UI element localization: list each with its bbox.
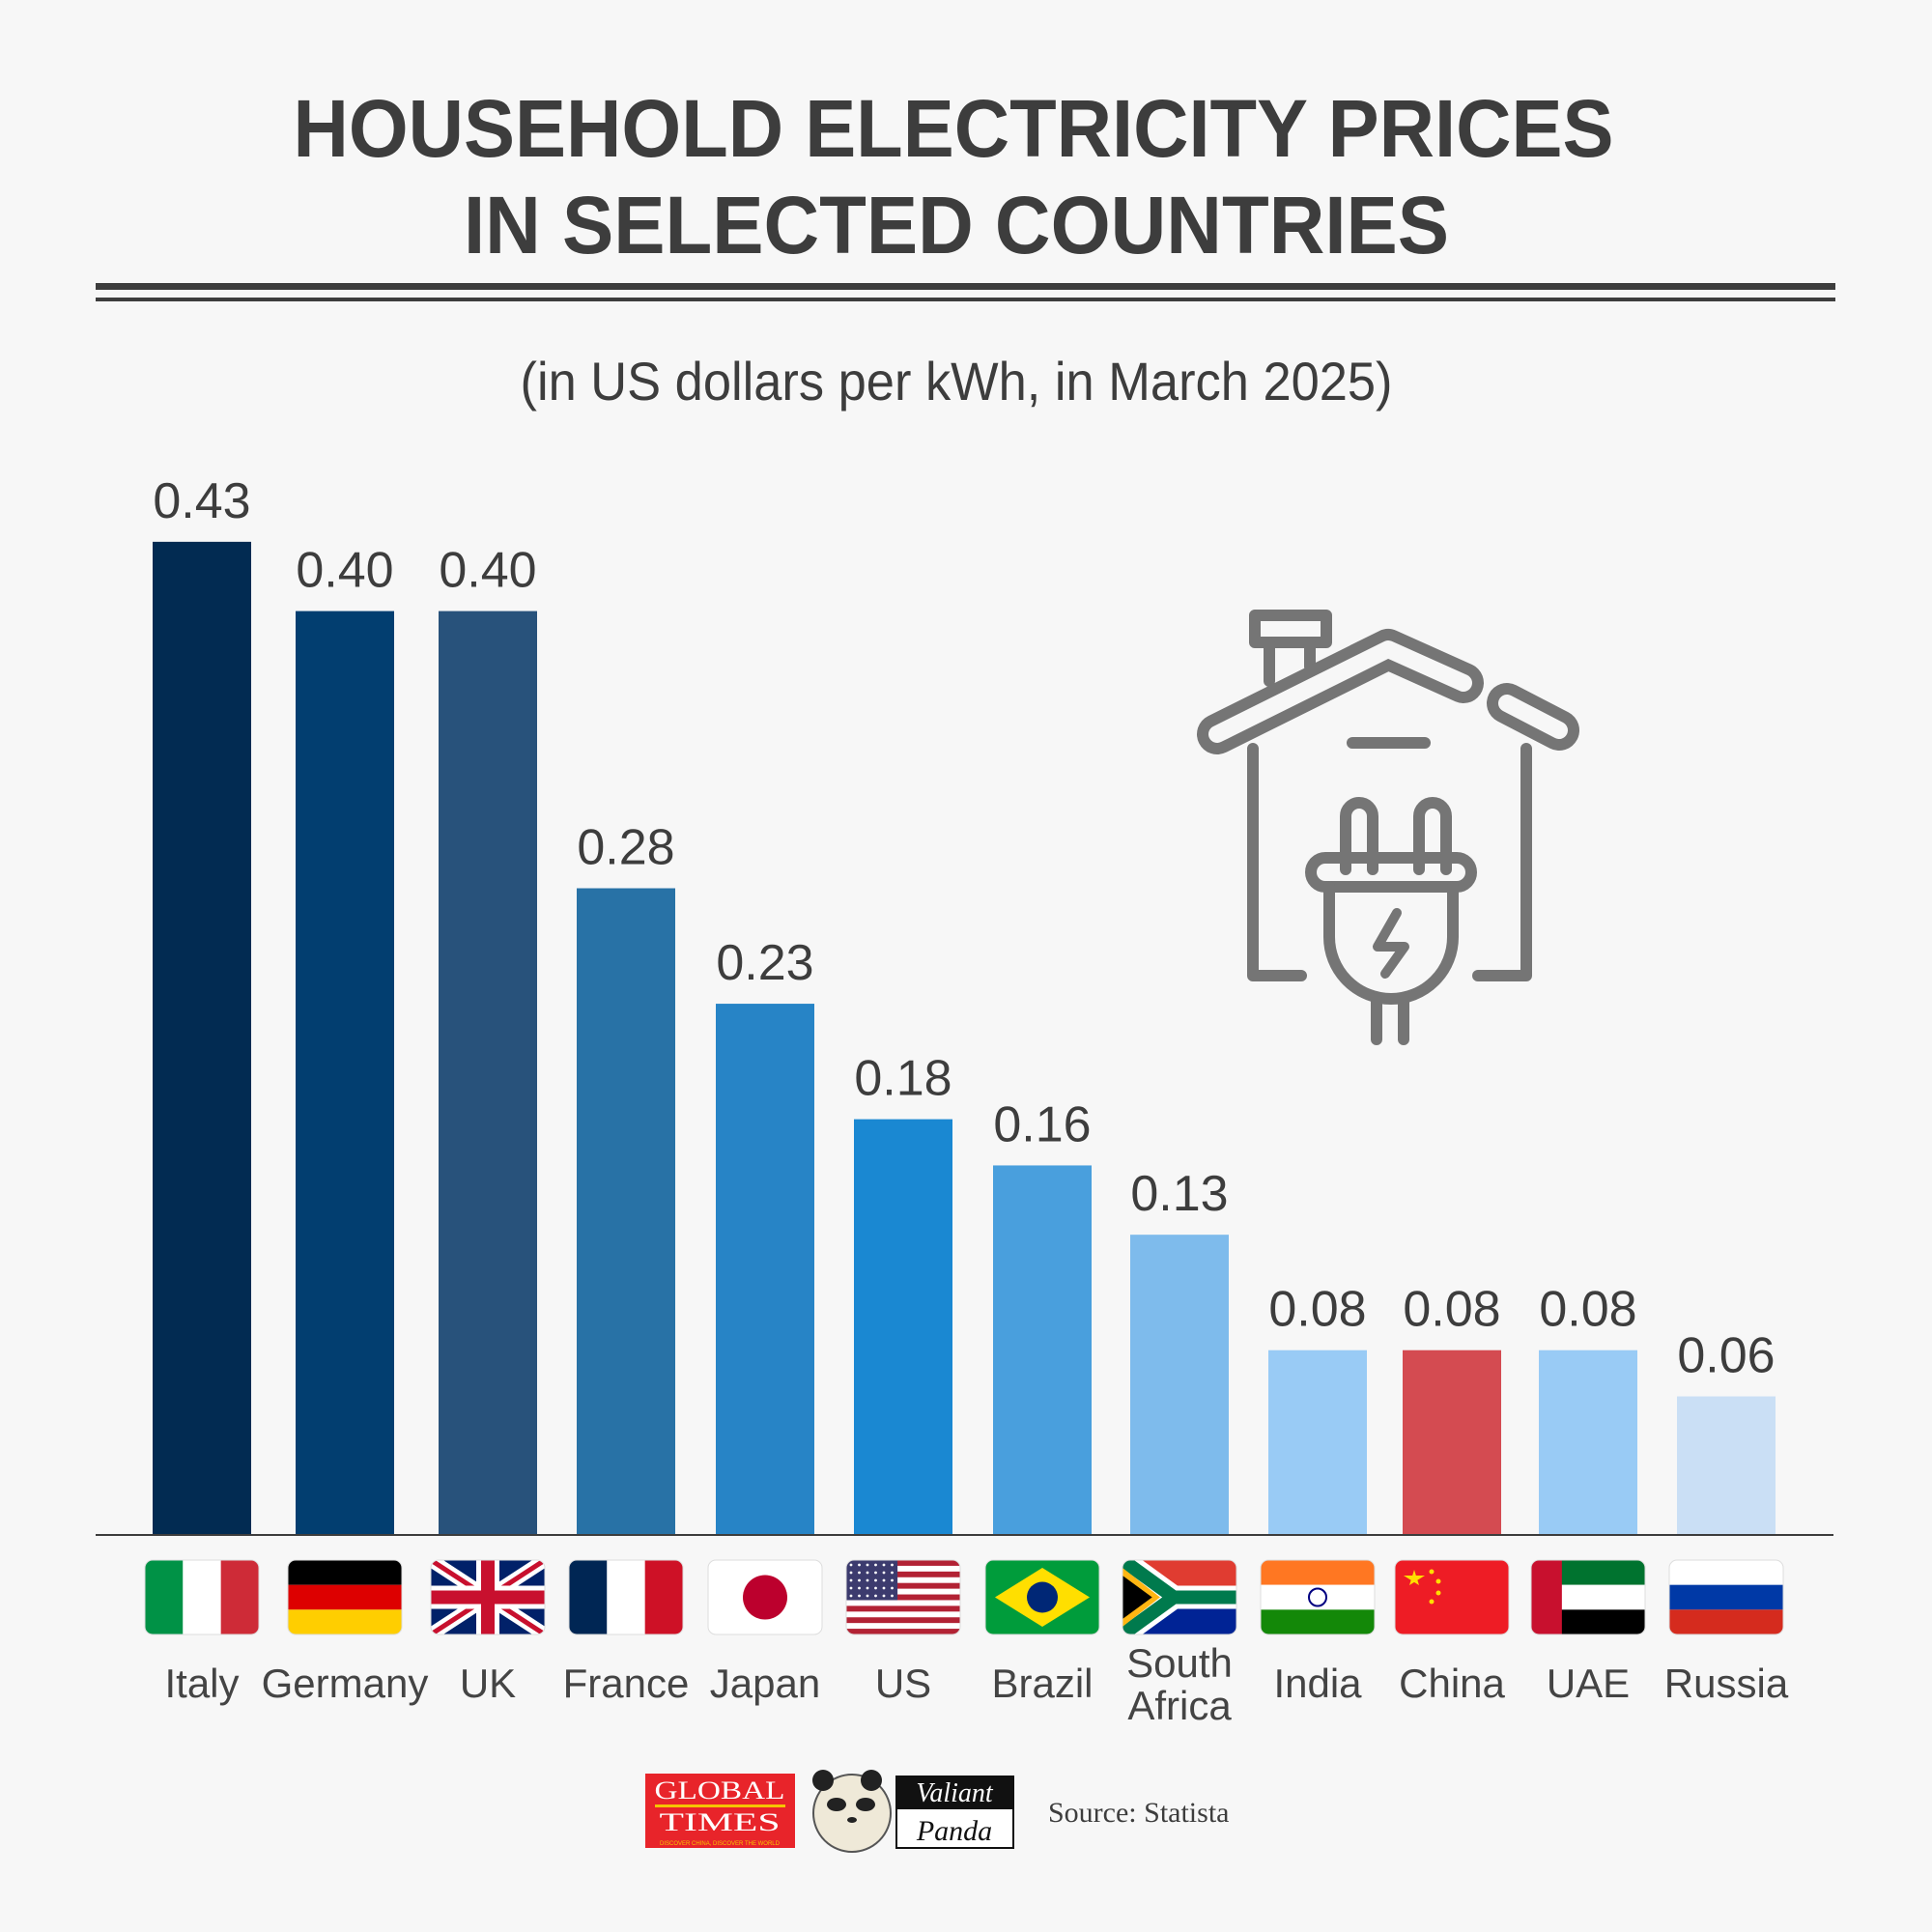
subtitle: (in US dollars per kWh, in March 2025)	[521, 351, 1393, 412]
france-flag-icon	[568, 1559, 684, 1635]
category-labels: Italy Germany UK France Japan US Brazil South Af…	[164, 1640, 1788, 1728]
value-label-uae: 0.08	[1539, 1282, 1636, 1338]
category-label-south-africa: South Africa	[1126, 1640, 1233, 1728]
bar-uk	[439, 611, 537, 1535]
category-label-germany: Germany	[262, 1661, 429, 1706]
value-label-south-africa: 0.13	[1130, 1166, 1228, 1222]
title-rule-thick	[96, 283, 1835, 290]
svg-text:TIMES: TIMES	[660, 1808, 781, 1836]
value-label-india: 0.08	[1268, 1282, 1366, 1338]
x-axis-line	[96, 1534, 1833, 1536]
south-africa-flag-icon	[1122, 1559, 1237, 1635]
category-label-india: India	[1273, 1661, 1362, 1706]
bar-india	[1268, 1350, 1367, 1535]
bar-china	[1403, 1350, 1501, 1535]
value-label-japan: 0.23	[716, 935, 813, 991]
us-flag-icon	[845, 1559, 961, 1635]
value-label-germany: 0.40	[296, 543, 393, 599]
bar-italy	[153, 541, 251, 1535]
bar-uae	[1539, 1350, 1637, 1535]
source-note: Source: Statista	[1048, 1797, 1229, 1829]
bar-us	[854, 1119, 952, 1535]
title-line-2: IN SELECTED COUNTRIES	[464, 180, 1449, 270]
svg-text:DISCOVER CHINA, DISCOVER THE W: DISCOVER CHINA, DISCOVER THE WORLD	[660, 1841, 781, 1847]
valiant-panda-logo: Valiant Panda	[812, 1770, 1014, 1853]
flags	[144, 1559, 1784, 1635]
bar-germany	[296, 611, 394, 1535]
value-label-china: 0.08	[1403, 1282, 1500, 1338]
japan-flag-icon	[707, 1559, 823, 1635]
bar-south-africa	[1130, 1235, 1229, 1535]
category-label-us: US	[875, 1661, 931, 1706]
title-rule-thin	[96, 298, 1835, 301]
category-label-italy: Italy	[164, 1661, 239, 1706]
category-label-russia: Russia	[1664, 1661, 1789, 1706]
category-label-uk: UK	[460, 1661, 516, 1706]
bar-japan	[716, 1004, 814, 1535]
bar-france	[577, 888, 675, 1535]
value-label-italy: 0.43	[153, 473, 250, 529]
italy-flag-icon	[144, 1559, 260, 1635]
germany-flag-icon	[287, 1559, 403, 1635]
value-label-uk: 0.40	[439, 543, 536, 599]
india-flag-icon	[1260, 1559, 1376, 1635]
brazil-flag-icon	[984, 1559, 1100, 1635]
uae-flag-icon	[1530, 1559, 1646, 1635]
bar-russia	[1677, 1396, 1776, 1535]
value-label-us: 0.18	[854, 1051, 952, 1107]
value-label-france: 0.28	[577, 820, 674, 876]
category-label-china: China	[1399, 1661, 1505, 1706]
russia-flag-icon	[1668, 1559, 1784, 1635]
uk-flag-icon	[430, 1559, 546, 1635]
category-label-japan: Japan	[710, 1661, 820, 1706]
title-line-1: HOUSEHOLD ELECTRICITY PRICES	[294, 83, 1614, 174]
svg-text:Valiant: Valiant	[916, 1778, 994, 1808]
house-with-plug-icon	[1197, 610, 1579, 1045]
bar-brazil	[993, 1165, 1092, 1535]
svg-text:Panda: Panda	[916, 1815, 992, 1847]
category-label-brazil: Brazil	[991, 1661, 1093, 1706]
value-label-brazil: 0.16	[993, 1096, 1091, 1152]
category-label-france: France	[563, 1661, 690, 1706]
category-label-uae: UAE	[1547, 1661, 1630, 1706]
svg-text:GLOBAL: GLOBAL	[655, 1776, 785, 1804]
value-label-russia: 0.06	[1677, 1328, 1775, 1384]
global-times-logo: GLOBAL TIMES DISCOVER CHINA, DISCOVER TH…	[645, 1774, 795, 1848]
china-flag-icon	[1394, 1559, 1510, 1635]
bars: 0.43 0.40 0.40 0.28 0.23 0.18 0.16 0.13 0.08 0.08…	[153, 473, 1776, 1535]
